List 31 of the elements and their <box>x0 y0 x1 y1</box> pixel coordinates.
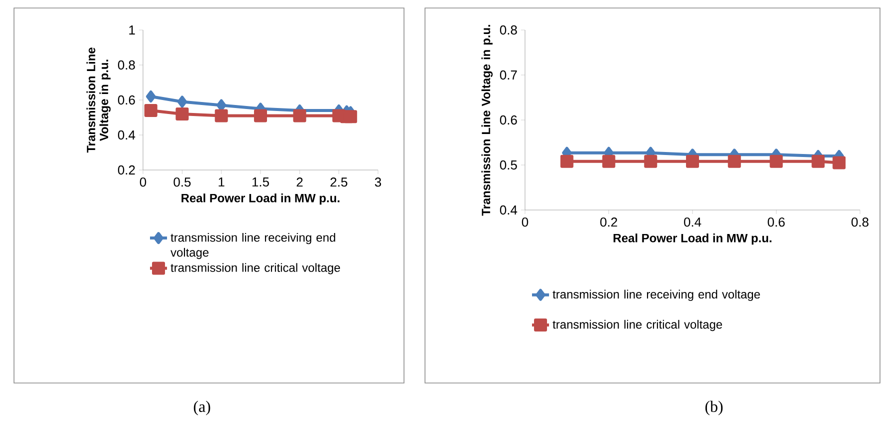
y-tick-label: 1 <box>129 26 135 34</box>
x-tick-label: 0 <box>140 178 146 187</box>
y-axis-title: Transmission Line Voltage in p.u. <box>86 48 111 153</box>
x-tick-label: 0.6 <box>768 218 785 227</box>
legend-label: transmission line critical voltage <box>170 263 340 274</box>
y-tick-label: 0.8 <box>500 25 517 35</box>
x-tick-label: 0.8 <box>852 218 868 227</box>
text: (a) <box>194 400 210 416</box>
text: (b) <box>705 400 723 416</box>
y-tick-label: 0.2 <box>118 165 135 175</box>
y-tick-label: 0.6 <box>118 95 135 105</box>
y-tick-label: 0.7 <box>500 70 517 80</box>
x-tick-label: 1.5 <box>252 178 269 187</box>
x-axis-title: Real Power Load in MW p.u. <box>614 234 772 245</box>
y-tick-label: 0.4 <box>118 130 136 140</box>
y-tick-label: 0.6 <box>500 115 517 125</box>
x-tick-label: 2.5 <box>330 178 348 187</box>
x-tick-label: 2 <box>296 178 303 187</box>
y-tick-label: 0.8 <box>118 60 135 70</box>
x-tick-label: 1 <box>218 178 224 186</box>
x-tick-label: 0.5 <box>174 178 191 187</box>
x-tick-label: 0.4 <box>684 218 702 227</box>
x-tick-label: 0.2 <box>600 218 618 227</box>
x-tick-label: 3 <box>374 178 382 187</box>
y-tick-label: 0.5 <box>500 160 517 170</box>
y-axis-title: Transmission Line Voltage in p.u. <box>481 24 493 216</box>
x-tick-label: 0 <box>522 218 528 227</box>
y-tick-label: 0.4 <box>500 205 518 215</box>
legend-label: transmission line receiving end voltage <box>552 290 760 301</box>
legend-label: transmission line critical voltage <box>552 320 722 332</box>
x-axis-title: Real Power Load in MW p.u. <box>182 194 340 205</box>
